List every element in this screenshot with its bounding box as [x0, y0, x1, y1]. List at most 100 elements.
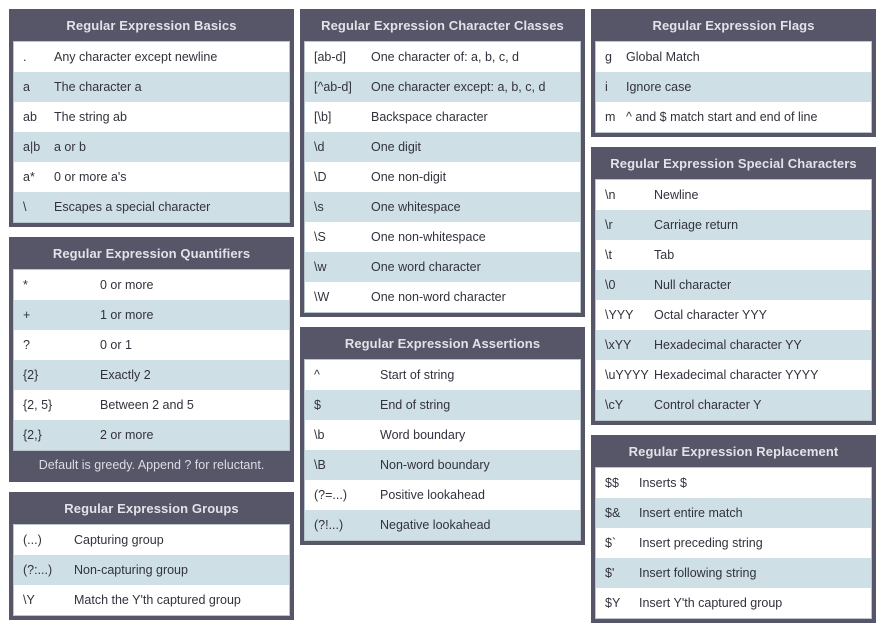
- row-description: Backspace character: [371, 110, 488, 124]
- table-row: [\b] Backspace character: [305, 102, 580, 132]
- row-description: End of string: [380, 398, 451, 412]
- row-key: \xYY: [605, 338, 632, 352]
- row-description: Negative lookahead: [380, 518, 491, 532]
- row-description: Carriage return: [654, 218, 739, 232]
- table-quantifiers: * 0 or more +1 or more? 0 or 1 {2} Exactly 2{…: [13, 269, 290, 451]
- row-key: \YYY: [605, 308, 634, 322]
- row-description: One whitespace: [371, 200, 461, 214]
- row-key: \: [23, 200, 27, 214]
- row-description: Insert entire match: [639, 506, 743, 520]
- table-row: {2} Exactly 2: [14, 360, 289, 390]
- row-description: Global Match: [626, 50, 700, 64]
- row-description: Escapes a special character: [54, 200, 211, 214]
- panel-title: Regular Expression Character Classes: [321, 18, 564, 33]
- row-key: \r: [605, 218, 613, 232]
- row-key: \b: [314, 428, 325, 442]
- row-description: Start of string: [380, 368, 455, 382]
- column-left: Regular Expression Basics . Any character…: [9, 9, 294, 620]
- table-row: \cY Control character Y: [596, 390, 871, 420]
- table-special-characters: \n Newline \r Carriage return \t Tab \0 Null ch…: [595, 179, 872, 421]
- table-row: \uYYYY Hexadecimal character YYYY: [596, 360, 871, 390]
- row-key: \uYYYY: [605, 368, 649, 382]
- row-description: Newline: [654, 188, 699, 202]
- table-flags: g Global Match i Ignore case m ^ and $ match …: [595, 41, 872, 133]
- table-row: \w One word character: [305, 252, 580, 282]
- table-row: * 0 or more: [14, 270, 289, 300]
- row-description: 0 or more: [100, 278, 154, 292]
- panel-title: Regular Expression Groups: [64, 501, 239, 516]
- row-key: (?:...): [23, 563, 53, 577]
- panel-regex-assertions: Regular Expression Assertions ^ Start of …: [300, 327, 585, 545]
- row-description: One non-digit: [371, 170, 447, 184]
- table-replacement: $$ Inserts $ $& Insert entire match $` Insert…: [595, 467, 872, 619]
- row-key: \D: [314, 170, 327, 184]
- panel-regex-groups: Regular Expression Groups (...) Capturing…: [9, 492, 294, 620]
- panel-title: Regular Expression Basics: [66, 18, 237, 33]
- row-key: $`: [605, 536, 617, 550]
- row-description: One character except: a, b, c, d: [371, 80, 546, 94]
- row-key: $': [605, 566, 615, 580]
- row-description: Octal character YYY: [654, 308, 768, 322]
- table-row: \d One digit: [305, 132, 580, 162]
- row-key: (?=...): [314, 488, 347, 502]
- table-row: g Global Match: [596, 42, 871, 72]
- row-key: \t: [605, 248, 612, 262]
- table-row: $ End of string: [305, 390, 580, 420]
- row-key: \W: [314, 290, 330, 304]
- table-row: \S One non-whitespace: [305, 222, 580, 252]
- row-key: [ab-d]: [314, 50, 346, 64]
- row-description: Ignore case: [626, 80, 692, 94]
- panel-title: Regular Expression Special Characters: [610, 156, 857, 171]
- table-row: \0 Null character: [596, 270, 871, 300]
- row-key: {2,}: [23, 428, 42, 442]
- table-row: . Any character except newline: [14, 42, 289, 72]
- table-row: (?=...) Positive lookahead: [305, 480, 580, 510]
- row-description: 0 or 1: [100, 338, 132, 352]
- row-key: \s: [314, 200, 324, 214]
- table-row: $& Insert entire match: [596, 498, 871, 528]
- row-key: i: [605, 80, 608, 94]
- row-description: Null character: [654, 278, 732, 292]
- row-key: \d: [314, 140, 325, 154]
- row-description: 1 or more: [100, 308, 154, 322]
- row-key: [^ab-d]: [314, 80, 352, 94]
- table-row: {2, 5} Between 2 and 5: [14, 390, 289, 420]
- table-row: a* 0 or more a's: [14, 162, 289, 192]
- table-row: [ab-d] One character of: a, b, c, d: [305, 42, 580, 72]
- row-description: One non-whitespace: [371, 230, 486, 244]
- quantifiers-footnote: Default is greedy. Append ? for reluctan…: [38, 458, 265, 472]
- table-row: [^ab-d] One character except: a, b, c, d: [305, 72, 580, 102]
- row-description: Between 2 and 5: [100, 398, 194, 412]
- table-row: (...) Capturing group: [14, 525, 289, 555]
- row-description: Non-word boundary: [380, 458, 490, 472]
- table-row: \B Non-word boundary: [305, 450, 580, 480]
- panel-title: Regular Expression Flags: [652, 18, 815, 33]
- table-row: \n Newline: [596, 180, 871, 210]
- table-row: $Y Insert Y'th captured group: [596, 588, 871, 618]
- row-key: (?!...): [314, 518, 344, 532]
- row-key: \0: [605, 278, 616, 292]
- panel-title: Regular Expression Quantifiers: [52, 246, 251, 261]
- row-key: $$: [605, 476, 619, 490]
- table-row: \Y Match the Y'th captured group: [14, 585, 289, 615]
- row-key: ab: [23, 110, 37, 124]
- table-row: \YYY Octal character YYY: [596, 300, 871, 330]
- table-basics: . Any character except newline a The charac…: [13, 41, 290, 223]
- row-description: Any character except newline: [54, 50, 218, 64]
- row-key: $&: [605, 506, 621, 520]
- table-character-classes: [ab-d] One character of: a, b, c, d [^ab-d…: [304, 41, 581, 313]
- table-row: $` Insert preceding string: [596, 528, 871, 558]
- panel-regex-flags: Regular Expression Flags g Global Match i I…: [591, 9, 876, 137]
- table-row: ? 0 or 1: [14, 330, 289, 360]
- column-middle: Regular Expression Character Classes [ab…: [300, 9, 585, 545]
- table-row: \s One whitespace: [305, 192, 580, 222]
- row-description: Positive lookahead: [380, 488, 485, 502]
- row-key: \n: [605, 188, 616, 202]
- table-row: +1 or more: [14, 300, 289, 330]
- table-row: $' Insert following string: [596, 558, 871, 588]
- row-description: The character a: [54, 80, 142, 94]
- panel-title: Regular Expression Assertions: [344, 336, 541, 351]
- table-row: ^ Start of string: [305, 360, 580, 390]
- table-row: \D One non-digit: [305, 162, 580, 192]
- table-groups: (...) Capturing group (?:...) Non-capturing…: [13, 524, 290, 616]
